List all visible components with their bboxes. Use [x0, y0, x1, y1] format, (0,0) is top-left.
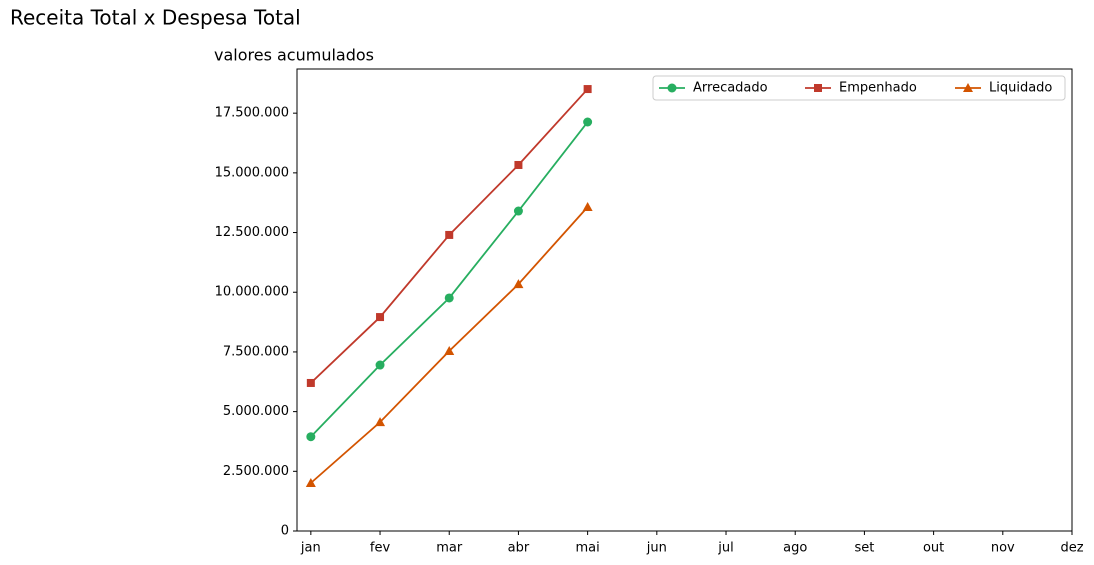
x-tick-label: set	[854, 541, 874, 556]
marker	[444, 293, 454, 303]
marker	[375, 360, 385, 370]
x-tick-label: jun	[646, 541, 667, 556]
marker	[445, 230, 454, 239]
marker	[814, 84, 822, 92]
legend-label: Liquidado	[989, 81, 1052, 96]
marker	[306, 432, 316, 442]
x-tick-label: mai	[576, 541, 600, 556]
y-tick-label: 17.500.000	[215, 106, 289, 121]
marker	[376, 313, 385, 322]
marker	[306, 378, 315, 387]
y-tick-label: 0	[281, 524, 289, 539]
marker	[583, 85, 592, 94]
marker	[583, 117, 593, 127]
marker	[582, 202, 593, 212]
y-tick-label: 5.000.000	[223, 404, 289, 419]
x-tick-label: mar	[436, 541, 463, 556]
marker	[963, 83, 973, 92]
marker	[513, 206, 523, 216]
chart-subtitle: valores acumulados	[214, 46, 374, 65]
x-tick-label: abr	[508, 541, 530, 556]
chart-title: Receita Total x Despesa Total	[10, 6, 301, 30]
y-tick-label: 2.500.000	[223, 464, 289, 479]
y-tick-label: 10.000.000	[215, 285, 289, 300]
y-tick-label: 7.500.000	[223, 344, 289, 359]
x-tick-label: dez	[1060, 541, 1083, 556]
x-tick-label: fev	[370, 541, 391, 556]
x-tick-label: nov	[991, 541, 1015, 556]
legend-box	[652, 75, 1066, 101]
marker	[667, 83, 677, 93]
marker	[305, 478, 316, 488]
x-tick-label: ago	[783, 541, 807, 556]
marker	[444, 345, 455, 355]
x-tick-label: out	[923, 541, 944, 556]
marker	[514, 160, 523, 169]
y-tick-label: 15.000.000	[215, 165, 289, 180]
x-tick-label: jul	[717, 541, 733, 556]
marker	[375, 417, 386, 427]
y-tick-label: 12.500.000	[215, 225, 289, 240]
marker	[513, 279, 524, 289]
plot-frame	[296, 68, 1073, 532]
x-tick-label: jan	[300, 541, 321, 556]
legend-label: Empenhado	[839, 81, 917, 96]
legend-label: Arrecadado	[693, 81, 768, 96]
